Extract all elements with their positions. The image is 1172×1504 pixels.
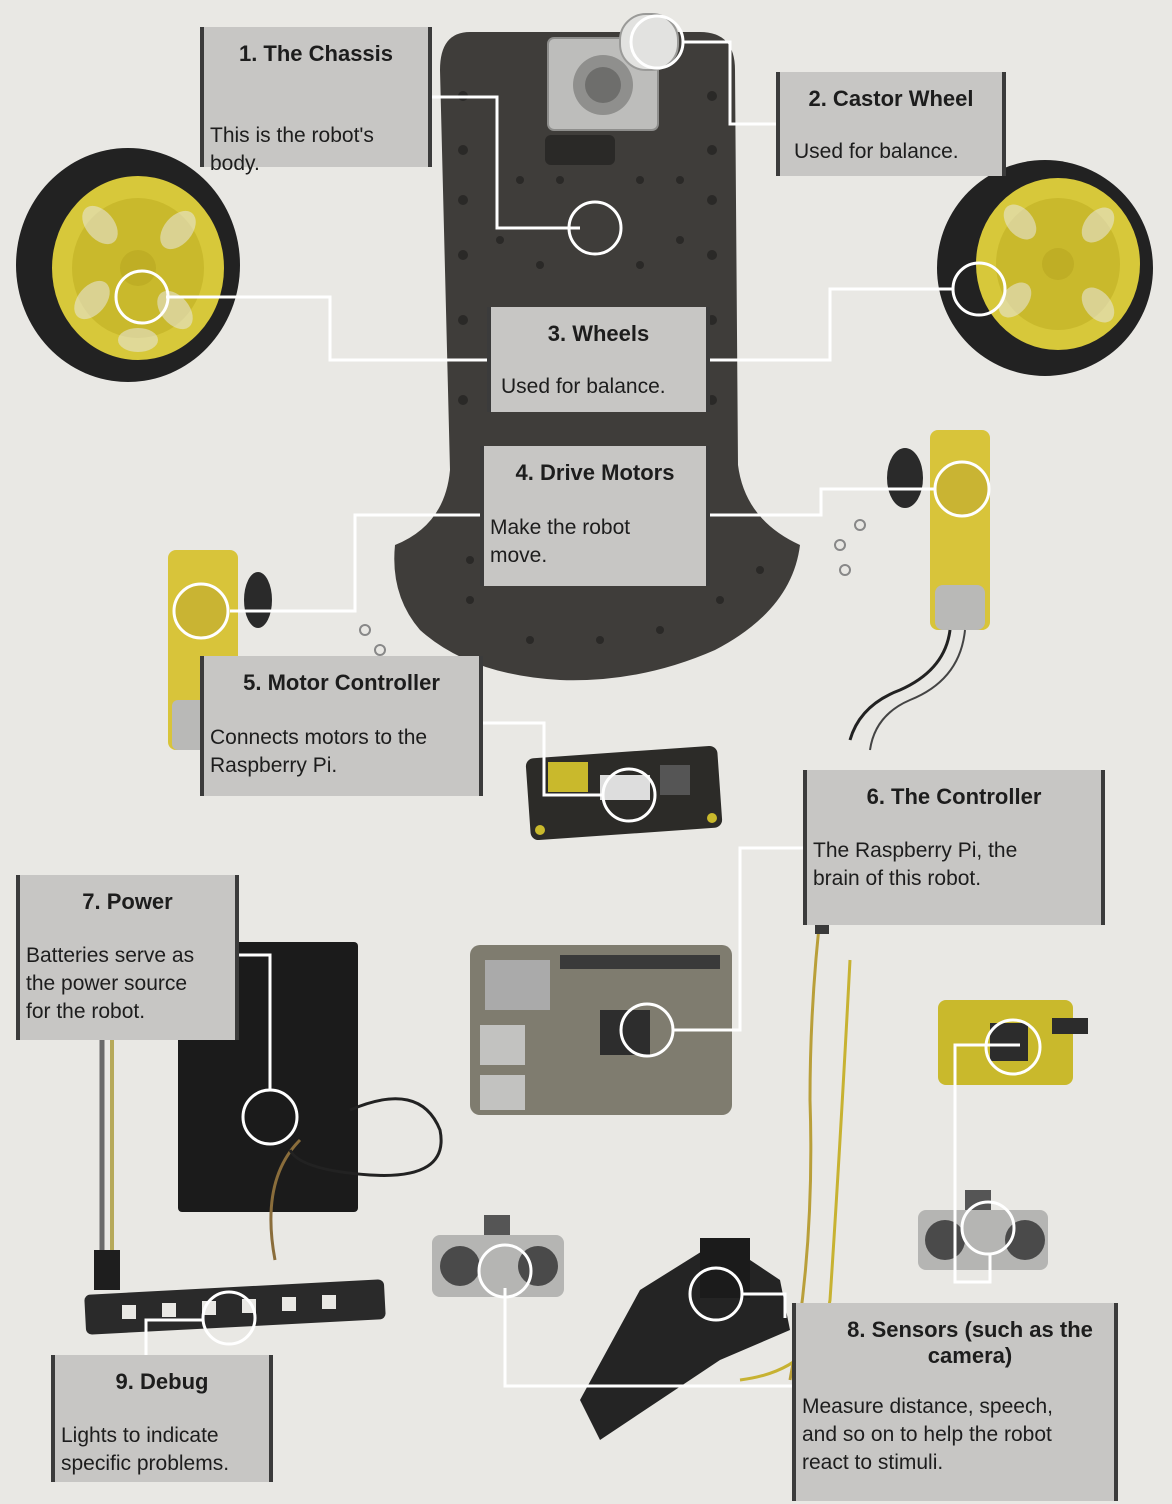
ultrasonic-sensor-left-part [432, 1215, 564, 1297]
motor-controller-board-part [525, 745, 723, 841]
servo-highlight-circle [688, 1266, 744, 1322]
leader-line-sensors-servo [742, 1292, 787, 1318]
leader-line-chassis [430, 95, 580, 230]
callout-description: This is the robot's body. [210, 124, 374, 175]
callout-castor-wheel: 2. Castor Wheel Used for balance. [776, 72, 1006, 176]
right-motor-highlight-circle [933, 460, 991, 518]
chassis-highlight-circle [567, 200, 623, 256]
callout-wheels: 3. Wheels Used for balance. [487, 307, 710, 412]
callout-chassis: 1. The Chassis This is the robot's body. [200, 27, 432, 175]
led-strip-highlight-circle [201, 1290, 257, 1346]
leader-lines [144, 40, 1020, 1388]
callout-title: 9. Debug [115, 1369, 209, 1394]
leader-line-power [235, 953, 272, 1090]
callout-title: 8. Sensors (such as the camera) [847, 1317, 1093, 1368]
callout-description: Lights to indicate specific problems. [61, 1424, 230, 1475]
callout-debug: 9. Debug Lights to indicate specific pro… [51, 1355, 273, 1482]
left-wheel-highlight-circle [114, 269, 170, 325]
callout-description: Make the robot move. [490, 516, 631, 567]
callout-motor-controller: 5. Motor Controller Connects motors to t… [200, 656, 483, 796]
callout-sensors: 8. Sensors (such as the camera) Measure … [792, 1303, 1118, 1501]
raspberry-pi-part [470, 945, 732, 1115]
callout-power: 7. Power Batteries serve as the power so… [16, 875, 239, 1040]
left-wheel-part [16, 148, 240, 382]
leader-line-controller [673, 846, 803, 1032]
leader-line-debug [144, 1318, 203, 1356]
leader-line-motor-controller [480, 721, 603, 797]
leader-line-drive-motor-left [230, 513, 482, 613]
callout-controller: 6. The Controller The Raspberry Pi, the … [803, 770, 1105, 925]
leader-line-sensors-ultrasonic [503, 1288, 795, 1388]
castor-wheel-part [547, 13, 679, 131]
callout-description: Used for balance. [501, 375, 666, 398]
callout-drive-motors: 4. Drive Motors Make the robot move. [480, 446, 710, 586]
callout-title: 3. Wheels [547, 321, 650, 346]
callout-description: Measure distance, speech, and so on to h… [802, 1395, 1053, 1474]
callout-title: 4. Drive Motors [515, 460, 675, 485]
highlight-circles [114, 14, 1042, 1346]
leader-line-castor-wheel [683, 40, 779, 126]
ultrasonic-right-highlight-circle [960, 1200, 1016, 1256]
callout-title: 2. Castor Wheel [808, 86, 974, 111]
callout-description: Batteries serve as the power source for … [26, 944, 195, 1023]
castor-wheel-highlight-circle [629, 14, 685, 70]
leader-line-wheels-left [166, 295, 490, 362]
callout-title: 5. Motor Controller [243, 670, 440, 695]
callout-description: The Raspberry Pi, the brain of this robo… [813, 839, 1018, 890]
servo-bracket-part [580, 1238, 790, 1440]
right-wheel-part [937, 160, 1153, 376]
camera-module-part [938, 1000, 1088, 1085]
callout-title: 1. The Chassis [238, 41, 394, 66]
leader-line-drive-motor-right [707, 487, 935, 517]
right-wheel-highlight-circle [951, 261, 1007, 317]
leader-line-sensors-camera [953, 1043, 1020, 1284]
camera-highlight-circle [984, 1018, 1042, 1076]
leader-line-wheels-right [707, 287, 953, 362]
battery-highlight-circle [241, 1088, 299, 1146]
callout-description: Used for balance. [794, 140, 959, 163]
callout-title: 7. Power [82, 889, 173, 914]
callout-description: Connects motors to the Raspberry Pi. [210, 726, 428, 777]
ultrasonic-left-highlight-circle [477, 1243, 533, 1299]
led-strip-part [84, 1040, 386, 1335]
motor-controller-highlight-circle [601, 767, 657, 823]
raspberry-pi-highlight-circle [619, 1002, 675, 1058]
callout-title: 6. The Controller [866, 784, 1042, 809]
left-motor-highlight-circle [172, 582, 230, 640]
